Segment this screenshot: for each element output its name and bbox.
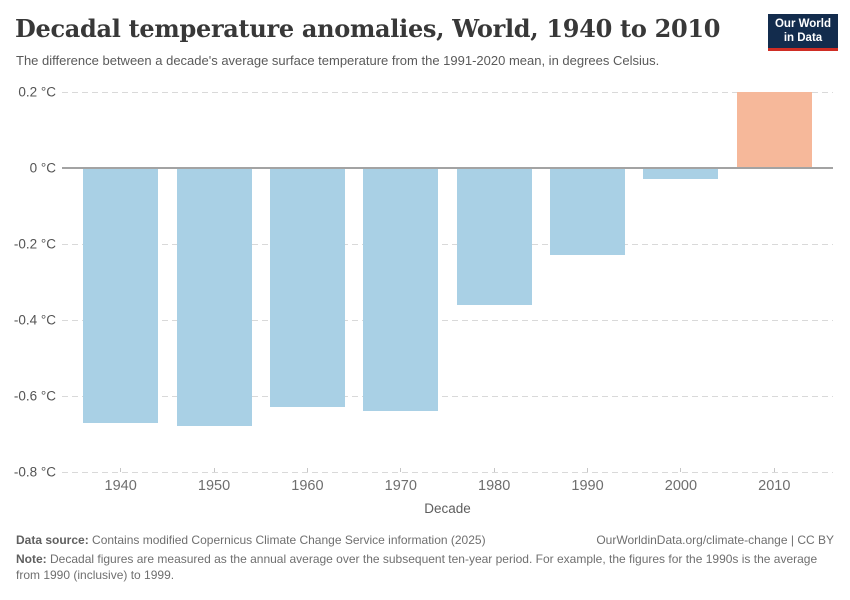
x-axis-title: Decade: [424, 501, 471, 516]
bar-1990[interactable]: [550, 168, 626, 256]
plot-area: 1940 1950 1960 1970 1980 1990 2000 2010: [62, 91, 833, 494]
owid-logo[interactable]: Our World in Data: [768, 14, 838, 51]
x-axis-tick-label: 1980: [478, 478, 511, 494]
owid-logo-line1: Our World: [774, 18, 831, 30]
bar-chart: 1940 1950 1960 1970 1980 1990 2000 2010 Decade …: [0, 85, 850, 522]
data-source-row: Data source: Contains modified Copernicu…: [16, 533, 834, 547]
y-axis-tick-label: -0.8 °C: [13, 464, 56, 480]
bar-2010[interactable]: [736, 92, 812, 168]
page-title: Decadal temperature anomalies, World, 19…: [15, 14, 721, 43]
chart-note: Note: Decadal figures are measured as th…: [16, 551, 834, 583]
x-axis-tick-label: 1950: [197, 478, 231, 494]
x-axis-tick: [306, 468, 308, 472]
owid-logo-line2: in Data: [783, 31, 823, 44]
bar-2000[interactable]: [643, 168, 719, 180]
y-gridline: [62, 395, 833, 397]
chart-subtitle: The difference between a decade's averag…: [16, 53, 660, 68]
x-axis-tick: [213, 468, 215, 472]
x-axis-tick-label: 1940: [104, 478, 137, 494]
y-axis-tick-label: 0 °C: [29, 160, 56, 176]
zero-line: [62, 167, 833, 169]
x-axis-tick-label: 2000: [664, 478, 698, 494]
bar-1980[interactable]: [456, 168, 532, 305]
data-source-text: Contains modified Copernicus Climate Cha…: [88, 533, 486, 547]
x-axis-tick-label: 1970: [384, 478, 417, 494]
bar-1970[interactable]: [363, 168, 439, 412]
data-source: Data source: Contains modified Copernicu…: [16, 533, 486, 547]
y-axis-tick-label: -0.4 °C: [13, 312, 56, 328]
note-label: Note:: [16, 552, 47, 566]
data-source-label: Data source:: [16, 533, 89, 547]
y-axis-tick-label: -0.2 °C: [13, 236, 56, 252]
y-gridline: [62, 91, 833, 93]
citation: OurWorldinData.org/climate-change | CC B…: [596, 533, 834, 547]
bar-1940[interactable]: [83, 168, 159, 423]
chart-footer: Data source: Contains modified Copernicu…: [16, 533, 834, 583]
x-axis-tick: [680, 468, 682, 472]
citation-link[interactable]: OurWorldinData.org/climate-change: [596, 533, 788, 547]
x-axis-tick: [400, 468, 402, 472]
y-axis-tick-label: 0.2 °C: [18, 84, 56, 100]
x-axis-tick: [120, 468, 122, 472]
bar-1960[interactable]: [269, 168, 345, 408]
y-gridline: [62, 471, 833, 473]
x-axis-tick-label: 1990: [571, 478, 604, 494]
x-axis-tick: [493, 468, 495, 472]
y-gridline: [62, 243, 833, 245]
bar-1950[interactable]: [176, 168, 252, 427]
y-axis-tick-label: -0.6 °C: [13, 388, 56, 404]
y-gridline: [62, 319, 833, 321]
x-axis-tick-label: 1960: [291, 478, 324, 494]
note-text: Decadal figures are measured as the annu…: [16, 552, 818, 582]
x-axis-tick: [587, 468, 589, 472]
license-text: | CC BY: [787, 533, 834, 547]
x-axis-tick-label: 2010: [758, 478, 791, 494]
x-axis-tick: [773, 468, 775, 472]
